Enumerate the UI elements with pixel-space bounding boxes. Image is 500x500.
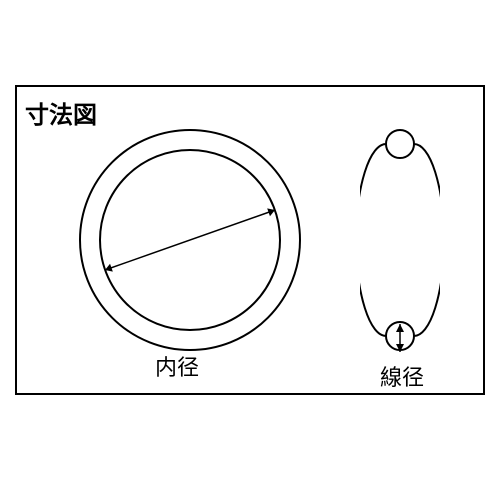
wire-diameter-label: 線径: [380, 360, 424, 392]
inner-diameter-label: 内径: [155, 350, 199, 382]
diagram-container: 寸法図 内径 線径: [10, 80, 490, 420]
